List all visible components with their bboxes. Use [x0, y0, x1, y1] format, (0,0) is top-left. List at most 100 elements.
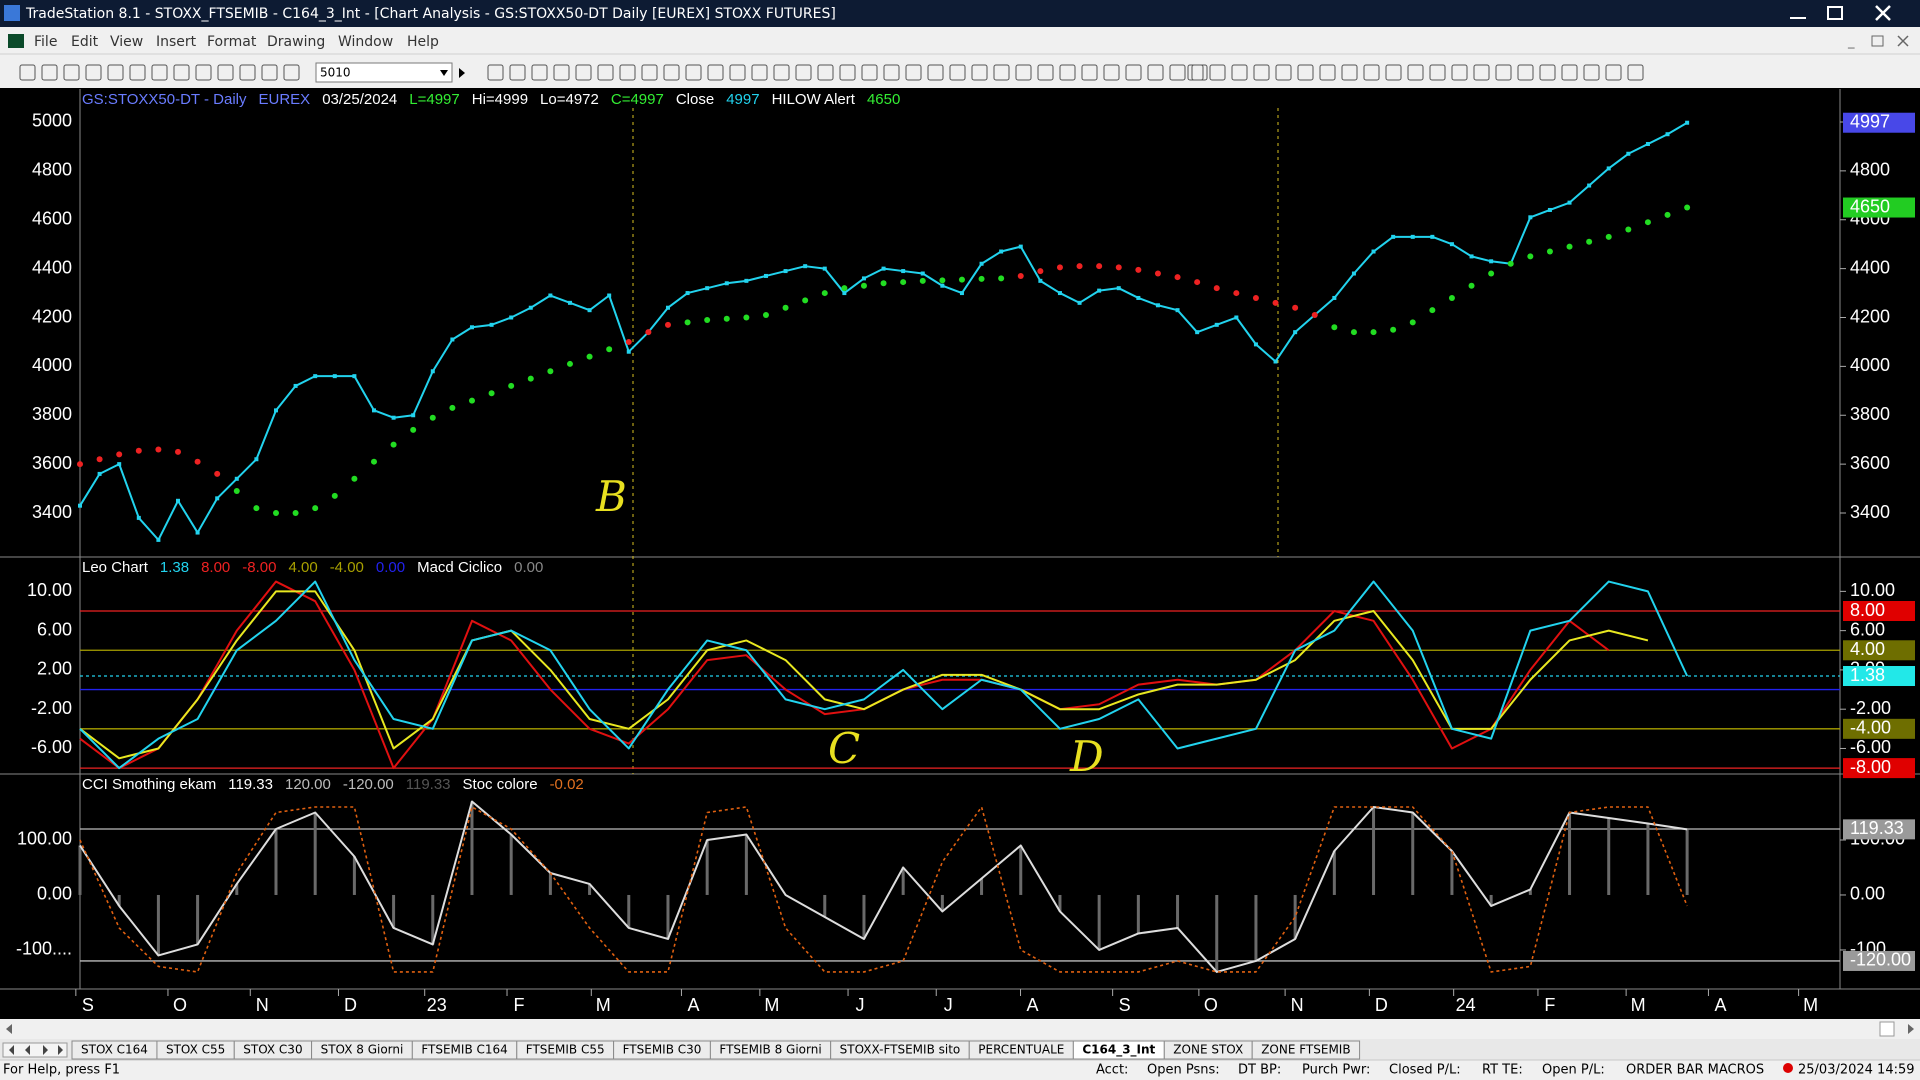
toolbar-button[interactable] — [283, 64, 300, 81]
toolbar-button[interactable] — [1517, 64, 1534, 81]
toolbar-button[interactable] — [85, 64, 102, 81]
symbol-input-text[interactable]: 5010 — [320, 66, 351, 80]
mdi-minimize[interactable]: _ — [1847, 35, 1855, 50]
toolbar-button[interactable] — [597, 64, 614, 81]
tab-label[interactable]: PERCENTUALE — [978, 1043, 1064, 1057]
tab-label[interactable]: FTSEMIB 8 Giorni — [719, 1043, 821, 1057]
toolbar-button[interactable] — [1125, 64, 1142, 81]
toolbar-button[interactable] — [1363, 64, 1380, 81]
tab-label[interactable]: STOX 8 Giorni — [321, 1043, 404, 1057]
mdi-close[interactable] — [1897, 35, 1909, 47]
tab-label[interactable]: STOX C30 — [243, 1043, 302, 1057]
toolbar-button[interactable] — [883, 64, 900, 81]
toolbar-button[interactable] — [861, 64, 878, 81]
toolbar-button[interactable] — [1561, 64, 1578, 81]
tab-label[interactable]: ZONE FTSEMIB — [1261, 1043, 1350, 1057]
tab-navigation[interactable] — [2, 1042, 68, 1058]
toolbar-button[interactable] — [63, 64, 80, 81]
toolbar-button[interactable] — [685, 64, 702, 81]
toolbar-button[interactable] — [19, 64, 36, 81]
toolbar-button[interactable] — [1297, 64, 1314, 81]
symbol-dropdown[interactable] — [440, 70, 448, 76]
tab-label[interactable]: FTSEMIB C164 — [421, 1043, 507, 1057]
toolbar-button[interactable] — [1341, 64, 1358, 81]
toolbar-button[interactable] — [1407, 64, 1424, 81]
tab-label[interactable]: STOX C164 — [81, 1043, 148, 1057]
toolbar-button[interactable] — [1059, 64, 1076, 81]
toolbar-button[interactable] — [1451, 64, 1468, 81]
toolbar-button[interactable] — [641, 64, 658, 81]
toolbar-button[interactable] — [1473, 64, 1490, 81]
toolbar-button[interactable] — [217, 64, 234, 81]
toolbar-button[interactable] — [1103, 64, 1120, 81]
toolbar-button[interactable] — [1081, 64, 1098, 81]
restore-button[interactable] — [1827, 6, 1843, 20]
toolbar-button[interactable] — [1319, 64, 1336, 81]
toolbar-button[interactable] — [195, 64, 212, 81]
tab-label[interactable]: ZONE STOX — [1173, 1043, 1243, 1057]
tab[interactable] — [1251, 1040, 1361, 1060]
toolbar-button[interactable] — [729, 64, 746, 81]
toolbar-button[interactable] — [619, 64, 636, 81]
toolbar-button[interactable] — [487, 64, 504, 81]
menu-item[interactable]: File — [34, 34, 57, 50]
menu-item[interactable]: Format — [207, 34, 257, 50]
toolbar-button[interactable] — [1583, 64, 1600, 81]
mdi-restore[interactable] — [1871, 35, 1884, 47]
toolbar-button[interactable] — [509, 64, 526, 81]
menu-item[interactable]: Window — [338, 34, 393, 50]
toolbar-button[interactable] — [129, 64, 146, 81]
menu-item[interactable]: Drawing — [267, 34, 325, 50]
scroll-right[interactable] — [1908, 1024, 1914, 1034]
toolbar-button[interactable] — [1169, 64, 1186, 81]
tab-label[interactable]: C164_3_Int — [1082, 1043, 1155, 1058]
tab-label[interactable]: STOX C55 — [166, 1043, 225, 1057]
toolbar-button[interactable] — [949, 64, 966, 81]
menu-item[interactable]: Help — [407, 34, 439, 50]
menu-item[interactable]: Insert — [156, 34, 197, 50]
toolbar-button[interactable] — [1015, 64, 1032, 81]
toolbar-button[interactable] — [817, 64, 834, 81]
tab-label[interactable]: STOXX-FTSEMIB sito — [840, 1043, 961, 1057]
toolbar-button[interactable] — [1495, 64, 1512, 81]
toolbar-button[interactable] — [575, 64, 592, 81]
menu-item[interactable]: Edit — [71, 34, 99, 50]
toolbar-button[interactable] — [927, 64, 944, 81]
toolbar-button[interactable] — [773, 64, 790, 81]
toolbar-button[interactable] — [751, 64, 768, 81]
scroll-left[interactable] — [6, 1024, 12, 1034]
toolbar-button[interactable] — [839, 64, 856, 81]
toolbar-button[interactable] — [795, 64, 812, 81]
horizontal-scrollbar[interactable] — [0, 1019, 1920, 1039]
toolbar-button[interactable] — [173, 64, 190, 81]
toolbar-button[interactable] — [707, 64, 724, 81]
toolbar-button[interactable] — [553, 64, 570, 81]
toolbar-button[interactable] — [261, 64, 278, 81]
window-controls[interactable] — [1790, 5, 1891, 21]
toolbar-button[interactable] — [993, 64, 1010, 81]
symbol-go[interactable] — [459, 68, 465, 78]
toolbar-button[interactable] — [1037, 64, 1054, 81]
toolbar-button[interactable] — [971, 64, 988, 81]
toolbar-button[interactable] — [1231, 64, 1248, 81]
toolbar-button[interactable] — [239, 64, 256, 81]
menu-item[interactable]: View — [110, 34, 143, 50]
toolbar-button[interactable] — [151, 64, 168, 81]
toolbar-button[interactable] — [1209, 64, 1226, 81]
toolbar-button[interactable] — [905, 64, 922, 81]
toolbar-button[interactable] — [1147, 64, 1164, 81]
close-button[interactable] — [1875, 5, 1891, 21]
scroll-thumb[interactable] — [1879, 1021, 1895, 1037]
toolbar-button[interactable] — [1429, 64, 1446, 81]
toolbar-button[interactable] — [1605, 64, 1622, 81]
symbol-input[interactable] — [315, 62, 453, 83]
tab-label[interactable]: FTSEMIB C55 — [526, 1043, 605, 1057]
toolbar-button[interactable] — [1385, 64, 1402, 81]
toolbar-button[interactable] — [1275, 64, 1292, 81]
tab-scroll-buttons[interactable] — [2, 1042, 68, 1058]
tab-label[interactable]: FTSEMIB C30 — [623, 1043, 702, 1057]
toolbar-button[interactable] — [663, 64, 680, 81]
toolbar-button[interactable] — [107, 64, 124, 81]
toolbar-button[interactable] — [1539, 64, 1556, 81]
toolbar-button[interactable] — [1253, 64, 1270, 81]
